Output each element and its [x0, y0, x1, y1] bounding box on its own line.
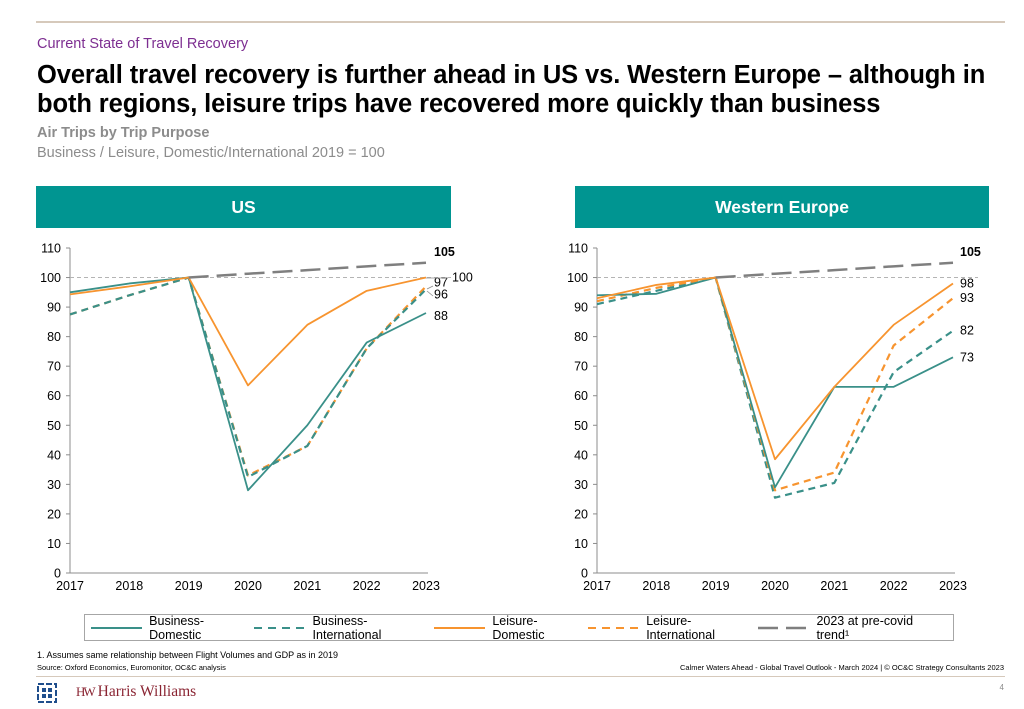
y-tick-label: 90	[574, 301, 588, 315]
legend-swatch-dashed-teal	[254, 626, 306, 629]
legend-item-business-domestic: Business-Domestic	[91, 614, 254, 642]
x-tick-label: 2020	[761, 579, 789, 593]
end-value-label: 105	[434, 245, 455, 259]
region-header-us: US	[36, 186, 451, 228]
series-line-leisure-international	[596, 276, 954, 492]
y-tick-label: 0	[581, 567, 588, 581]
x-tick-label: 2022	[880, 579, 908, 593]
series-line-leisure-domestic	[596, 276, 954, 461]
y-tick-label: 20	[47, 507, 61, 521]
end-value-label: 98	[960, 276, 974, 290]
y-tick-label: 40	[47, 448, 61, 462]
x-tick-label: 2018	[115, 579, 143, 593]
y-tick-label: 50	[47, 419, 61, 433]
series-line-business-international	[69, 276, 427, 479]
page-number: 4	[999, 683, 1004, 692]
footer-divider	[36, 676, 1005, 677]
harris-williams-logo: HW Harris Williams	[76, 683, 196, 701]
series-line-leisure-domestic	[69, 276, 427, 387]
legend-swatch-longdash-gray	[758, 626, 810, 629]
series-line-2023-at-pre-covid-trend	[715, 261, 954, 279]
legend-item-leisure-international: Leisure-International	[588, 614, 758, 642]
x-tick-label: 2019	[702, 579, 730, 593]
legend-label: Leisure-Domestic	[492, 613, 545, 642]
legend-item-leisure-domestic: Leisure-Domestic	[434, 614, 588, 642]
y-tick-label: 80	[47, 330, 61, 344]
end-value-label: 96	[434, 287, 448, 301]
chart-western-europe: 0 10 20 30 40 50 60 70 80 90 100 110 2017 2018 2019 202…	[567, 242, 981, 594]
y-tick-label: 10	[574, 537, 588, 551]
x-tick-label: 2019	[175, 579, 203, 593]
end-value-label: 73	[960, 350, 974, 364]
region-header-western-europe: Western Europe	[575, 186, 989, 228]
top-divider	[36, 21, 1005, 23]
y-tick-label: 0	[54, 567, 61, 581]
y-tick-label: 60	[574, 389, 588, 403]
x-tick-label: 2023	[412, 579, 440, 593]
y-tick-label: 30	[47, 478, 61, 492]
end-value-label: 100	[452, 271, 473, 285]
chart-subtitle: Air Trips by Trip Purpose	[37, 125, 210, 141]
legend-label: 2023 at pre-covid trend¹	[816, 613, 914, 642]
x-tick-label: 2022	[353, 579, 381, 593]
footnote: 1. Assumes same relationship between Fli…	[37, 650, 339, 660]
label-leader-line	[426, 290, 434, 297]
x-tick-label: 2023	[939, 579, 967, 593]
logo-wordmark: Harris Williams	[97, 683, 197, 700]
document-footer: Calmer Waters Ahead - Global Travel Outl…	[679, 663, 1004, 672]
source-note: Source: Oxford Economics, Euromonitor, O…	[37, 663, 226, 672]
page-title: Overall travel recovery is further ahead…	[37, 61, 986, 118]
end-value-label: 88	[434, 309, 448, 323]
end-value-label: 97	[434, 275, 448, 289]
y-tick-label: 100	[567, 271, 588, 285]
legend-label: Business-International	[312, 613, 382, 642]
legend-item-pre-covid-trend: 2023 at pre-covid trend¹	[758, 614, 947, 642]
y-tick-label: 110	[41, 242, 61, 256]
y-tick-label: 90	[47, 301, 61, 315]
series-line-business-domestic	[596, 276, 954, 489]
y-tick-label: 10	[47, 537, 61, 551]
grid-logo-icon	[37, 683, 57, 703]
legend-swatch-solid-orange	[434, 626, 486, 629]
series-line-leisure-international	[69, 276, 427, 477]
end-value-label: 93	[960, 291, 974, 305]
legend-swatch-dashed-orange	[588, 626, 640, 629]
y-tick-label: 100	[40, 271, 61, 285]
y-tick-label: 30	[574, 478, 588, 492]
legend-label: Business-Domestic	[149, 613, 205, 642]
hw-monogram-icon: HW	[76, 684, 96, 699]
x-tick-label: 2017	[583, 579, 611, 593]
x-tick-label: 2017	[56, 579, 84, 593]
y-tick-label: 60	[47, 389, 61, 403]
y-tick-label: 110	[568, 242, 588, 256]
y-tick-label: 80	[574, 330, 588, 344]
legend-label: Leisure-International	[646, 613, 715, 642]
label-leader-line	[426, 285, 434, 290]
y-tick-label: 50	[574, 419, 588, 433]
series-line-2023-at-pre-covid-trend	[188, 261, 427, 279]
chart-subtitle-note: Business / Leisure, Domestic/Internation…	[37, 145, 385, 161]
legend-item-business-international: Business-International	[254, 614, 434, 642]
chart-legend: Business-Domestic Business-International…	[84, 614, 954, 642]
section-kicker: Current State of Travel Recovery	[37, 36, 249, 52]
y-tick-label: 70	[574, 360, 588, 374]
legend-swatch-solid-teal	[91, 626, 143, 629]
x-tick-label: 2018	[642, 579, 670, 593]
y-tick-label: 70	[47, 360, 61, 374]
end-value-label: 105	[960, 245, 981, 259]
chart-us: 0 10 20 30 40 50 60 70 80 90 100 110 2017 2018 2019 202…	[40, 242, 473, 594]
y-tick-label: 20	[574, 507, 588, 521]
y-tick-label: 40	[574, 448, 588, 462]
x-tick-label: 2021	[820, 579, 848, 593]
x-tick-label: 2020	[234, 579, 262, 593]
x-tick-label: 2021	[293, 579, 321, 593]
series-line-business-domestic	[69, 276, 427, 492]
series-line-business-international	[596, 276, 954, 499]
end-value-label: 82	[960, 324, 974, 338]
